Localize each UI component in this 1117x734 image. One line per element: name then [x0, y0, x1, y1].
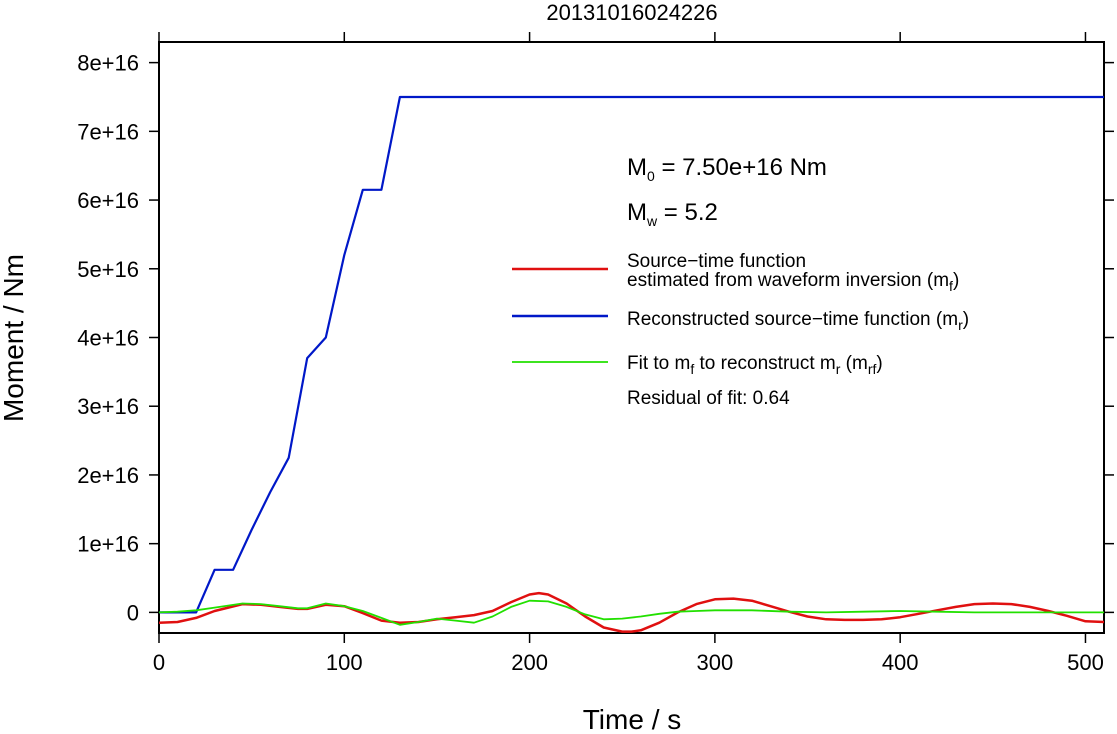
y-tick-label: 0 [127, 600, 139, 625]
series-line-mf [158, 591, 1105, 633]
m0-rest: = 7.50e+16 Nm [655, 154, 827, 181]
mw-main: M [627, 199, 647, 226]
plot-frame [158, 41, 1105, 634]
legend-mrf-b: to reconstruct m [694, 353, 836, 374]
y-tick-label: 8e+16 [77, 51, 139, 76]
series-line-mrf [158, 599, 1104, 626]
legend-mrf: Fit to mf to reconstruct mr (mrf) [627, 353, 883, 377]
legend-mr-sub: r [958, 317, 963, 333]
legend-mrf-c-sub: rf [868, 361, 877, 377]
legend: Source−time function estimated from wave… [512, 251, 969, 409]
legend-mrf-a: Fit to m [627, 353, 690, 374]
legend-mrf-a-sub: f [690, 361, 694, 377]
x-tick-label: 200 [511, 650, 548, 675]
ticks-group: 0 100 200 300 400 500 0 1e+16 2e+16 3e+16 4e+16 5e+… [77, 32, 1114, 675]
m0-sub: 0 [647, 168, 655, 184]
chart-title: 20131016024226 [546, 0, 717, 25]
x-tick-label: 0 [153, 650, 165, 675]
series-line-mr [159, 95, 1104, 614]
y-tick-label: 7e+16 [77, 119, 139, 144]
m0-main: M [627, 154, 647, 181]
legend-mr-text: Reconstructed source−time function (m [627, 309, 958, 330]
legend-mf-line2: estimated from waveform inversion (mf) [627, 270, 959, 294]
m0-annotation: M0 = 7.50e+16 Nm [627, 154, 827, 184]
legend-mrf-close: ) [876, 353, 882, 374]
legend-mf-sub: f [949, 278, 953, 294]
y-tick-label: 4e+16 [77, 326, 139, 351]
mw-rest: = 5.2 [657, 199, 718, 226]
y-tick-label: 3e+16 [77, 394, 139, 419]
legend-mrf-c: (m [840, 353, 867, 374]
y-tick-label: 5e+16 [77, 257, 139, 282]
legend-mrf-b-sub: r [836, 361, 841, 377]
legend-mf-text: estimated from waveform inversion (m [627, 270, 949, 291]
series-group [158, 95, 1105, 633]
y-axis-label: Moment / Nm [0, 254, 29, 422]
legend-mr: Reconstructed source−time function (mr) [627, 309, 969, 333]
mw-sub: w [646, 213, 658, 229]
x-tick-label: 100 [326, 650, 363, 675]
legend-mf-close: ) [953, 270, 959, 291]
x-axis-label: Time / s [583, 704, 682, 734]
legend-mr-close: ) [963, 309, 969, 330]
y-tick-label: 2e+16 [77, 463, 139, 488]
mw-annotation: Mw = 5.2 [627, 199, 718, 229]
y-tick-label: 1e+16 [77, 532, 139, 557]
plot-frame-group [158, 41, 1105, 634]
legend-mf-line1: Source−time function [627, 251, 806, 272]
x-tick-label: 500 [1067, 650, 1104, 675]
x-tick-label: 400 [882, 650, 919, 675]
residual-annotation: Residual of fit: 0.64 [627, 388, 790, 409]
x-tick-label: 300 [697, 650, 734, 675]
y-tick-label: 6e+16 [77, 188, 139, 213]
